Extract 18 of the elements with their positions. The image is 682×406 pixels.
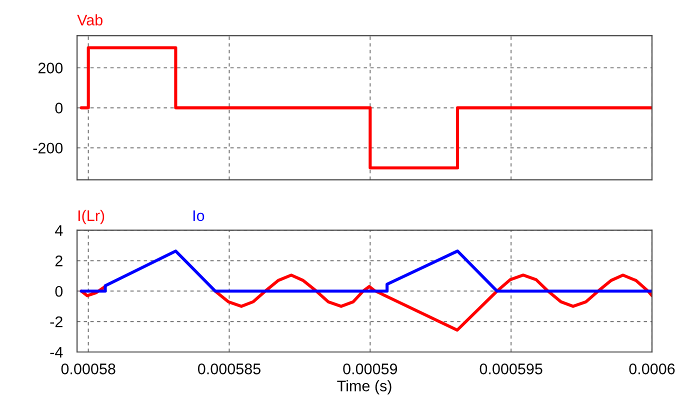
text: Io (193, 210, 204, 222)
x-tick-label: 0.0006 (629, 364, 675, 374)
y-tick-label: -200 (33, 142, 63, 154)
y-tick-label: 200 (38, 62, 63, 74)
text: I(Lr) (78, 210, 104, 224)
y-tick-label: 0 (55, 286, 63, 297)
x-tick-label: 0.00058 (61, 364, 116, 374)
y-tick-label: 0 (55, 102, 63, 114)
x-tick-label: 0.000585 (198, 364, 260, 374)
y-tick-label: -4 (50, 347, 63, 358)
y-tick-label: -2 (50, 316, 62, 328)
x-axis-title: Time (s) (337, 380, 392, 394)
x-tick-label: 0.00059 (343, 364, 398, 374)
y-tick-label: 4 (55, 225, 63, 236)
y-tick-label: 2 (55, 256, 62, 266)
x-tick-label: 0.000595 (480, 364, 542, 374)
series-label: Vab (77, 14, 102, 26)
line-series (80, 250, 652, 293)
